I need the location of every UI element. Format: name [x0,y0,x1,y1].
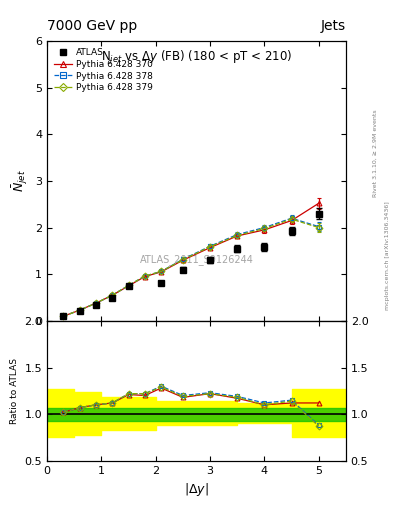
Text: N$_{jet}$ vs $\Delta y$ (FB) (180 < pT < 210): N$_{jet}$ vs $\Delta y$ (FB) (180 < pT <… [101,49,292,68]
Text: Jets: Jets [321,19,346,33]
Text: Rivet 3.1.10, ≥ 2.9M events: Rivet 3.1.10, ≥ 2.9M events [373,110,378,198]
Text: ATLAS_2011_S9126244: ATLAS_2011_S9126244 [140,254,253,265]
Text: 7000 GeV pp: 7000 GeV pp [47,19,138,33]
Y-axis label: Ratio to ATLAS: Ratio to ATLAS [10,358,19,424]
X-axis label: |$\Delta y$|: |$\Delta y$| [184,481,209,498]
Y-axis label: $\bar{N}_{jet}$: $\bar{N}_{jet}$ [10,169,29,193]
Text: mcplots.cern.ch [arXiv:1306.3436]: mcplots.cern.ch [arXiv:1306.3436] [385,202,389,310]
Legend: ATLAS, Pythia 6.428 370, Pythia 6.428 378, Pythia 6.428 379: ATLAS, Pythia 6.428 370, Pythia 6.428 37… [51,46,156,95]
